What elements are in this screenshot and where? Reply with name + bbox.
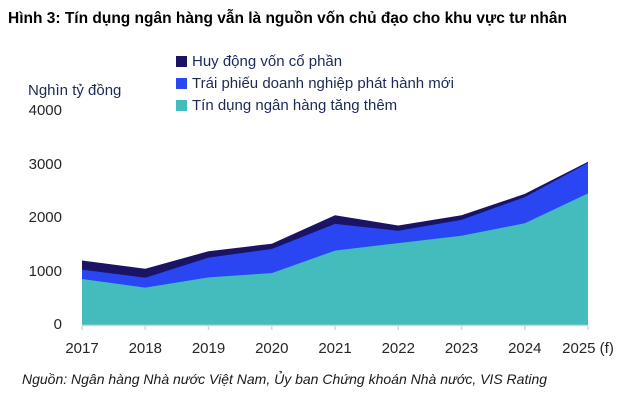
y-axis-tick-label: 0 — [53, 316, 62, 333]
x-axis-tick-label: 2021 — [318, 340, 352, 357]
x-axis-tick-label: 2017 — [65, 340, 99, 357]
legend-swatch-equity-icon — [176, 55, 187, 67]
x-axis-tick-label: 2018 — [128, 340, 162, 357]
area-series-0 — [82, 193, 588, 325]
legend-item-label: Huy động vốn cổ phần — [192, 52, 343, 70]
y-axis-tick-label: 3000 — [28, 155, 62, 173]
x-axis-tick-label: 2019 — [191, 340, 226, 357]
x-axis-tick-label: 2024 — [508, 340, 542, 357]
legend-item-label: Tín dụng ngân hàng tăng thêm — [192, 96, 398, 114]
legend-item-equity: Huy động vốn cổ phần — [176, 52, 454, 70]
legend-item-credit: Tín dụng ngân hàng tăng thêm — [176, 96, 454, 114]
x-axis-tick-label: 2022 — [381, 340, 415, 357]
x-axis-tick-label: 2023 — [444, 340, 479, 357]
y-axis-unit-label: Nghìn tỷ đồng — [28, 82, 122, 99]
legend-item-bonds: Trái phiếu doanh nghiệp phát hành mới — [176, 74, 454, 92]
x-axis-tick-label: 2025 (f) — [562, 340, 614, 357]
legend-item-label: Trái phiếu doanh nghiệp phát hành mới — [192, 74, 454, 92]
chart-legend: Huy động vốn cổ phần Trái phiếu doanh ng… — [176, 52, 454, 114]
y-axis-tick-label: 4000 — [28, 102, 62, 119]
legend-swatch-bonds-icon — [176, 77, 187, 89]
chart-title: Hình 3: Tín dụng ngân hàng vẫn là nguồn … — [8, 10, 567, 27]
legend-swatch-credit-icon — [176, 99, 187, 111]
y-axis-tick-label: 1000 — [28, 262, 62, 280]
y-axis-tick-label: 2000 — [28, 209, 62, 226]
x-axis-tick-label: 2020 — [255, 340, 289, 357]
source-note: Nguồn: Ngân hàng Nhà nước Việt Nam, Ủy b… — [22, 371, 548, 387]
